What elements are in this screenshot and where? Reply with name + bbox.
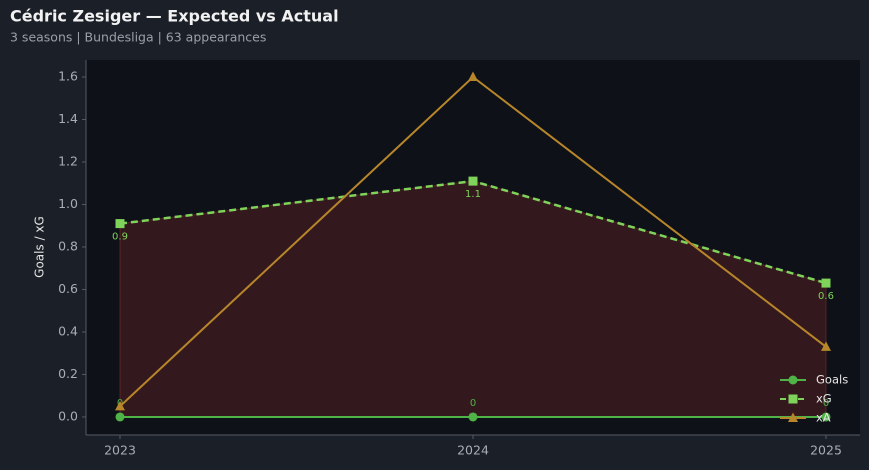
y-tick-label: 1.2 bbox=[58, 153, 78, 168]
value-label: 0 bbox=[823, 398, 829, 409]
legend-marker bbox=[788, 412, 798, 422]
legend-marker bbox=[788, 375, 798, 385]
legend-label: Goals bbox=[816, 373, 848, 387]
y-tick-label: 0.6 bbox=[58, 281, 78, 296]
data-point bbox=[821, 341, 831, 351]
value-label: 0.6 bbox=[818, 291, 834, 302]
data-point bbox=[468, 412, 478, 422]
data-point bbox=[115, 412, 125, 422]
data-point bbox=[468, 176, 478, 186]
data-point bbox=[115, 400, 125, 411]
y-tick-label: 0.8 bbox=[58, 238, 78, 253]
y-tick-label: 1.4 bbox=[58, 111, 78, 126]
chart-title: Cédric Zesiger — Expected vs Actual bbox=[10, 7, 339, 26]
data-point bbox=[821, 278, 831, 288]
plot-area bbox=[86, 60, 860, 435]
y-tick-label: 0.0 bbox=[58, 408, 78, 423]
y-tick-label: 0.4 bbox=[58, 323, 78, 338]
y-tick-label: 1.6 bbox=[58, 68, 78, 83]
value-label: 0.9 bbox=[112, 232, 128, 243]
data-point bbox=[821, 412, 831, 422]
legend-label: xG bbox=[816, 392, 832, 406]
legend-marker bbox=[788, 394, 798, 404]
x-tick-label: 2023 bbox=[104, 443, 136, 458]
data-point bbox=[115, 219, 125, 229]
data-point bbox=[468, 71, 478, 81]
legend-label: xA bbox=[816, 411, 831, 425]
y-axis-label: Goals / xG bbox=[33, 216, 47, 278]
x-tick-label: 2024 bbox=[457, 443, 489, 458]
value-label: 1.1 bbox=[465, 189, 481, 200]
chart-subtitle: 3 seasons | Bundesliga | 63 appearances bbox=[10, 30, 266, 45]
y-tick-label: 0.2 bbox=[58, 366, 78, 381]
x-tick-label: 2025 bbox=[810, 443, 842, 458]
value-label: 0 bbox=[470, 398, 476, 409]
y-tick-label: 1.0 bbox=[58, 196, 78, 211]
